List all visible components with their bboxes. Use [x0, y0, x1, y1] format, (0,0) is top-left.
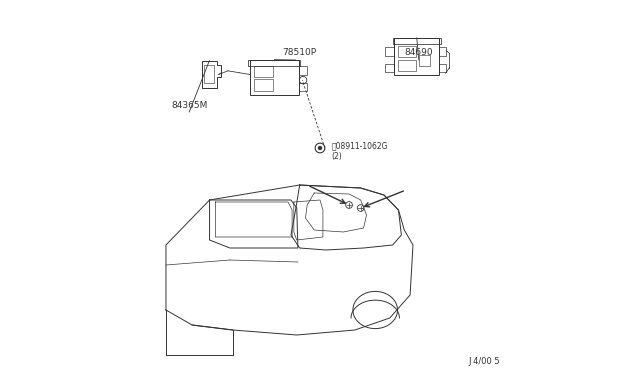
Bar [398, 60, 416, 71]
Bar [394, 38, 439, 75]
Bar [439, 64, 447, 72]
Bar [250, 60, 299, 95]
Text: J 4/00 5: J 4/00 5 [468, 357, 500, 366]
Bar [254, 66, 273, 77]
Text: 84365M: 84365M [172, 100, 208, 109]
Text: Ⓝ08911-1062G: Ⓝ08911-1062G [332, 142, 388, 151]
Text: (2): (2) [332, 152, 342, 161]
Bar [299, 66, 307, 74]
Text: 84690: 84690 [404, 48, 433, 57]
Bar [439, 48, 447, 56]
Bar [398, 46, 416, 57]
Circle shape [319, 147, 321, 150]
Bar [254, 79, 273, 91]
Bar [248, 60, 300, 66]
Bar [204, 65, 214, 83]
Bar [385, 48, 394, 56]
Bar [419, 55, 429, 66]
Text: 78510P: 78510P [282, 48, 316, 57]
Bar [392, 38, 441, 45]
Bar [385, 64, 394, 72]
Bar [299, 83, 307, 91]
